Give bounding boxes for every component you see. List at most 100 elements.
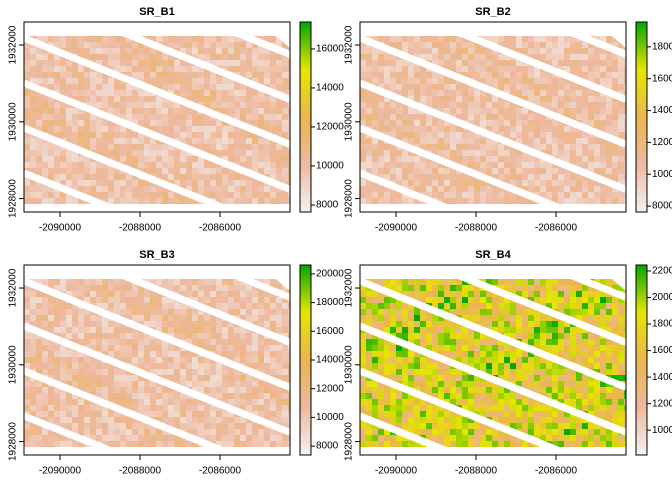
raster-cell [144, 192, 150, 198]
raster-cell [552, 168, 558, 174]
raster-cell [504, 198, 510, 204]
scan-gap [24, 124, 290, 204]
raster-cell [402, 114, 408, 120]
raster-cell [174, 60, 180, 66]
raster-cell [282, 417, 288, 423]
raster-cell [432, 363, 438, 369]
raster-cell [258, 66, 264, 72]
raster-cell [522, 84, 528, 90]
raster-cell [102, 345, 108, 351]
raster-cell [564, 150, 570, 156]
raster-cell [558, 132, 564, 138]
raster-cell [612, 345, 618, 351]
raster-cell [510, 345, 516, 351]
raster-cell [408, 339, 414, 345]
raster-cell [66, 327, 72, 333]
raster-cell [270, 351, 276, 357]
raster-cell [150, 198, 156, 204]
raster-cell [498, 144, 504, 150]
raster-cell [576, 309, 582, 315]
raster-cell [132, 150, 138, 156]
raster-cell [384, 168, 390, 174]
raster-cell [594, 357, 600, 363]
raster-cell [504, 132, 510, 138]
raster-cell [120, 345, 126, 351]
raster-cell [114, 375, 120, 381]
raster-cell [414, 315, 420, 321]
raster-cell [120, 423, 126, 429]
raster-cell [612, 321, 618, 327]
raster-cell [72, 48, 78, 54]
raster-cell [252, 363, 258, 369]
raster-cell [522, 411, 528, 417]
raster-cell [198, 162, 204, 168]
raster-cell [174, 102, 180, 108]
raster-cell [624, 132, 626, 138]
raster-cell [510, 417, 516, 423]
raster-cell [180, 285, 186, 291]
raster-cell [264, 363, 270, 369]
raster-cell [624, 36, 626, 42]
raster-cell [618, 327, 624, 333]
raster-cell [396, 120, 402, 126]
raster-cell [414, 291, 420, 297]
raster-cell [498, 78, 504, 84]
raster-cell [438, 192, 444, 198]
raster-cell [54, 279, 60, 285]
raster-cell [546, 297, 552, 303]
raster-cell [270, 108, 276, 114]
raster-cell [480, 60, 486, 66]
raster-cell [66, 393, 72, 399]
raster-cell [246, 144, 252, 150]
plot-frame [23, 21, 291, 213]
raster-cell [168, 126, 174, 132]
raster-cell [594, 291, 600, 297]
raster-cell [456, 375, 462, 381]
raster-cell [102, 279, 108, 285]
raster-cell [120, 192, 126, 198]
raster-cell [552, 54, 558, 60]
raster-cell [606, 327, 612, 333]
raster-cell [372, 180, 378, 186]
raster-cell [30, 156, 36, 162]
raster-cell [606, 369, 612, 375]
raster-cell [384, 351, 390, 357]
raster-cell [126, 393, 132, 399]
raster-cell [486, 321, 492, 327]
raster-cell [102, 108, 108, 114]
raster-cell [516, 357, 522, 363]
raster-cell [78, 321, 84, 327]
raster-cell [216, 102, 222, 108]
raster-cell [90, 90, 96, 96]
raster-cell [84, 333, 90, 339]
raster-cell [264, 435, 270, 441]
raster-cell [138, 102, 144, 108]
raster-cell [558, 327, 564, 333]
raster-cell [270, 72, 276, 78]
raster-cell [486, 114, 492, 120]
raster-cell [360, 138, 366, 144]
raster-cell [594, 321, 600, 327]
raster-cell [522, 321, 528, 327]
raster-cell [60, 162, 66, 168]
raster-cell [168, 84, 174, 90]
raster-cell [486, 162, 492, 168]
raster-cell [414, 369, 420, 375]
raster-cell [552, 345, 558, 351]
raster-cell [504, 120, 510, 126]
raster-cell [252, 150, 258, 156]
raster-cell [426, 54, 432, 60]
raster-cell [618, 108, 624, 114]
raster-cell [36, 441, 42, 447]
raster-cell [162, 279, 168, 285]
raster-cell [24, 162, 30, 168]
raster-cell [222, 399, 228, 405]
raster-cell [288, 405, 290, 411]
raster-cell [468, 114, 474, 120]
panel: SR_B3-2090000 -2088000 -208600019280001930… [8, 249, 345, 477]
raster-cell [414, 339, 420, 345]
raster-cell [414, 180, 420, 186]
raster-cell [612, 66, 618, 72]
raster-cell [570, 417, 576, 423]
raster-cell [468, 174, 474, 180]
